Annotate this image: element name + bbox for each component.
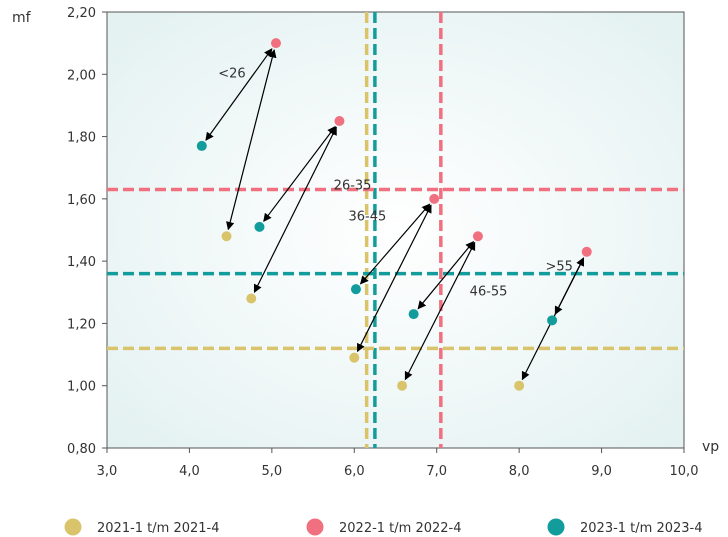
arrow-2022-2023-1 [263,125,336,222]
group-labels: <26 26-35 36-45 46-55 >55 [218,66,573,299]
data-point-series1-4 [581,246,592,257]
data-point-series1-2 [429,193,440,204]
legend-label: 2022-1 t/m 2022-4 [339,521,462,536]
legend: 2021-1 t/m 2021-4 2022-1 t/m 2022-4 2023-1… [64,518,703,536]
x-tick-label: 9,0 [591,464,612,479]
data-point-series0-1 [246,293,257,304]
x-axis-ticks: 3,0 4,0 5,0 6,0 7,0 8,0 9,0 10,0 [97,448,699,479]
group-label: >55 [546,259,573,274]
data-point-series2-4 [547,315,558,326]
data-point-series2-0 [196,140,207,151]
legend-label: 2023-1 t/m 2023-4 [580,521,703,536]
plot-area [106,11,685,449]
x-tick-label: 5,0 [262,464,283,479]
arrow-2022-2023-3 [417,240,475,310]
data-point-series0-2 [349,352,360,363]
arrow-2022-2023-4 [554,257,585,315]
y-tick-label: 1,80 [67,131,96,146]
data-point-series2-2 [350,284,361,295]
legend-swatch [64,518,82,536]
data-point-series1-3 [472,231,483,242]
y-tick-label: 1,00 [67,380,96,395]
data-point-series0-3 [397,380,408,391]
y-axis-ticks: 0,80 1,00 1,20 1,40 1,60 1,80 2,00 2,20 [67,6,107,457]
trajectory-arrows [205,48,585,381]
data-points [196,38,592,391]
x-tick-label: 10,0 [670,464,699,479]
x-tick-label: 6,0 [344,464,365,479]
group-label: 36-45 [349,210,387,225]
x-tick-label: 7,0 [426,464,447,479]
arrow-2022-2023-2 [359,203,431,285]
y-tick-label: 1,40 [67,255,96,270]
data-point-series1-0 [270,38,281,49]
group-label: 26-35 [334,179,372,194]
x-tick-label: 3,0 [97,464,118,479]
data-point-series2-1 [254,221,265,232]
x-axis-label: vp [702,439,719,455]
x-tick-label: 8,0 [509,464,530,479]
y-tick-label: 2,20 [67,6,96,21]
y-tick-label: 2,00 [67,68,96,83]
legend-swatch [547,518,565,536]
legend-label: 2021-1 t/m 2021-4 [97,521,220,536]
legend-swatch [306,518,324,536]
y-axis-label: mf [12,10,32,26]
group-label: <26 [218,66,245,81]
group-label: 46-55 [470,284,508,299]
data-point-series0-4 [514,380,525,391]
data-point-series0-0 [221,231,232,242]
x-tick-label: 4,0 [179,464,200,479]
arrow-2022-2023-0 [205,48,273,141]
y-tick-label: 0,80 [67,442,96,457]
data-point-series1-1 [334,116,345,126]
y-tick-label: 1,20 [67,317,96,332]
data-point-series2-3 [408,309,419,320]
y-tick-label: 1,60 [67,193,96,208]
